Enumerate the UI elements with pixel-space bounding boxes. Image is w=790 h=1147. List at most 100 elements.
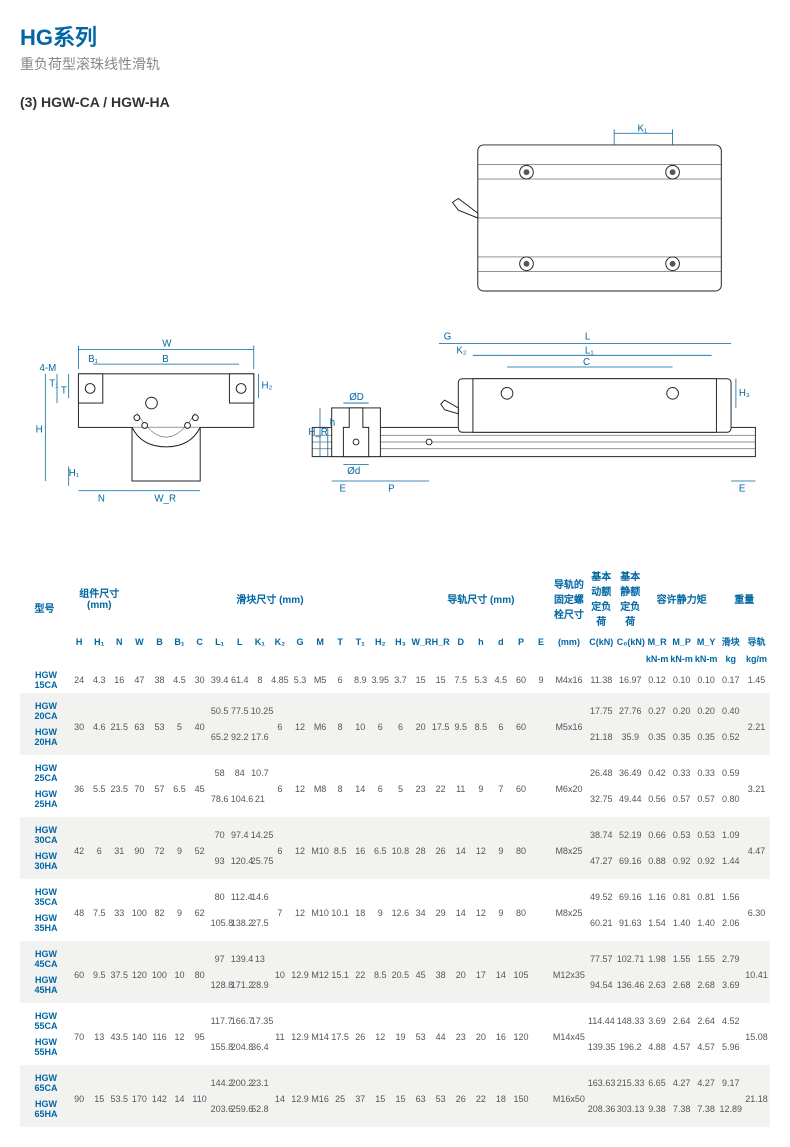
cell: 10 xyxy=(350,693,370,755)
th-col: E xyxy=(531,632,551,651)
th-col: d xyxy=(491,632,511,651)
table-row: HGW 25CA365.523.570576.545588410.7612M88… xyxy=(20,755,770,786)
cell: 93 xyxy=(210,848,230,879)
cell: 144.2 xyxy=(210,1065,230,1096)
cell: 5.5 xyxy=(89,755,109,817)
cell-model: HGW 30CA xyxy=(20,817,69,848)
cell: 4.5 xyxy=(491,667,511,693)
cell-model: HGW 25HA xyxy=(20,786,69,817)
th-unit xyxy=(250,651,270,667)
cell xyxy=(531,693,551,755)
cell: 204.8 xyxy=(230,1034,250,1065)
cell: 3.95 xyxy=(370,667,390,693)
cell: 26 xyxy=(431,817,451,879)
cell-model: HGW 65HA xyxy=(20,1096,69,1127)
cell: 22 xyxy=(431,755,451,817)
cell: 60 xyxy=(511,755,531,817)
th-col: 导轨 xyxy=(743,632,770,651)
th-col: C xyxy=(190,632,210,651)
cell: 120.4 xyxy=(230,848,250,879)
cell: 12.9 xyxy=(290,1003,310,1065)
cell: 0.57 xyxy=(694,786,719,817)
th-unit xyxy=(511,651,531,667)
th-col: 滑块 xyxy=(718,632,743,651)
cell: 0.20 xyxy=(694,693,719,724)
table-row: HGW 65CA901553.517014214110144.2200.223.… xyxy=(20,1065,770,1096)
cell: 120 xyxy=(511,1003,531,1065)
cell: 17.35 xyxy=(250,1003,270,1034)
cell: M12 xyxy=(310,941,330,1003)
th-unit xyxy=(129,651,149,667)
cell: 9.5 xyxy=(451,693,471,755)
cell: 20 xyxy=(471,1003,491,1065)
cell: M8x25 xyxy=(551,817,587,879)
cell: 17 xyxy=(471,941,491,1003)
cell: 259.6 xyxy=(230,1096,250,1127)
cell: 1.44 xyxy=(718,848,743,879)
cell: 78.6 xyxy=(210,786,230,817)
cell: M12x35 xyxy=(551,941,587,1003)
th-model: 型号 xyxy=(20,560,69,651)
dim-h3: H₃ xyxy=(739,388,750,399)
cell: 4.3 xyxy=(89,667,109,693)
cell: 44 xyxy=(431,1003,451,1065)
cell: M8x25 xyxy=(551,879,587,941)
cell: 16 xyxy=(109,667,129,693)
cell: 3.69 xyxy=(718,972,743,1003)
cell: 0.33 xyxy=(694,755,719,786)
cell: 0.35 xyxy=(645,724,670,755)
cell: 0.27 xyxy=(645,693,670,724)
th-cdyn: 基本 动额 定负荷 xyxy=(587,560,616,632)
th-unit xyxy=(370,651,390,667)
cell: 30 xyxy=(190,667,210,693)
cell: 38.74 xyxy=(587,817,616,848)
series-subtitle: 重负荷型滚珠线性滑轨 xyxy=(20,54,770,74)
cell: 0.10 xyxy=(694,667,719,693)
dim-4m: 4-M xyxy=(39,363,56,374)
cell: 150 xyxy=(511,1065,531,1127)
th-unit xyxy=(451,651,471,667)
cell: 9.17 xyxy=(718,1065,743,1096)
cell: 15.08 xyxy=(743,1003,770,1065)
cell: 7.5 xyxy=(451,667,471,693)
cell: 16 xyxy=(350,817,370,879)
cell: 26.48 xyxy=(587,755,616,786)
dim-t: T xyxy=(61,385,67,396)
cell: 15 xyxy=(431,667,451,693)
cell: 1.54 xyxy=(645,910,670,941)
cell: 105.8 xyxy=(210,910,230,941)
cell: 31 xyxy=(109,817,129,879)
cell: 2.68 xyxy=(694,972,719,1003)
cell: 9 xyxy=(491,879,511,941)
cell: 15 xyxy=(411,667,431,693)
cell: 15 xyxy=(370,1065,390,1127)
th-unit xyxy=(190,651,210,667)
cell: 116 xyxy=(149,1003,169,1065)
dim-g: G xyxy=(444,332,452,343)
th-col: W xyxy=(129,632,149,651)
cell: 20 xyxy=(451,941,471,1003)
cell: 24 xyxy=(69,667,89,693)
cell: 4.88 xyxy=(645,1034,670,1065)
series-title: HG系列 xyxy=(20,20,770,52)
cell: 163.63 xyxy=(587,1065,616,1096)
cell: 104.6 xyxy=(230,786,250,817)
cell: 37 xyxy=(350,1065,370,1127)
dim-t1: T₁ xyxy=(49,378,59,389)
th-unit xyxy=(431,651,451,667)
cell: 52 xyxy=(190,817,210,879)
cell: 58 xyxy=(210,755,230,786)
spec-table: 型号 组件尺寸 (mm) 滑块尺寸 (mm) 导轨尺寸 (mm) 导轨的 固定螺… xyxy=(20,560,770,1127)
cell: 6.5 xyxy=(370,817,390,879)
cell: 9 xyxy=(531,667,551,693)
cell: M8 xyxy=(310,755,330,817)
cell: 10 xyxy=(169,941,189,1003)
cell: 47 xyxy=(129,667,149,693)
cell: 5.96 xyxy=(718,1034,743,1065)
cell: 2.63 xyxy=(645,972,670,1003)
cell: 0.57 xyxy=(669,786,694,817)
cell: 10.8 xyxy=(390,817,410,879)
cell: 0.17 xyxy=(718,667,743,693)
cell: 140 xyxy=(129,1003,149,1065)
cell: M6 xyxy=(310,693,330,755)
